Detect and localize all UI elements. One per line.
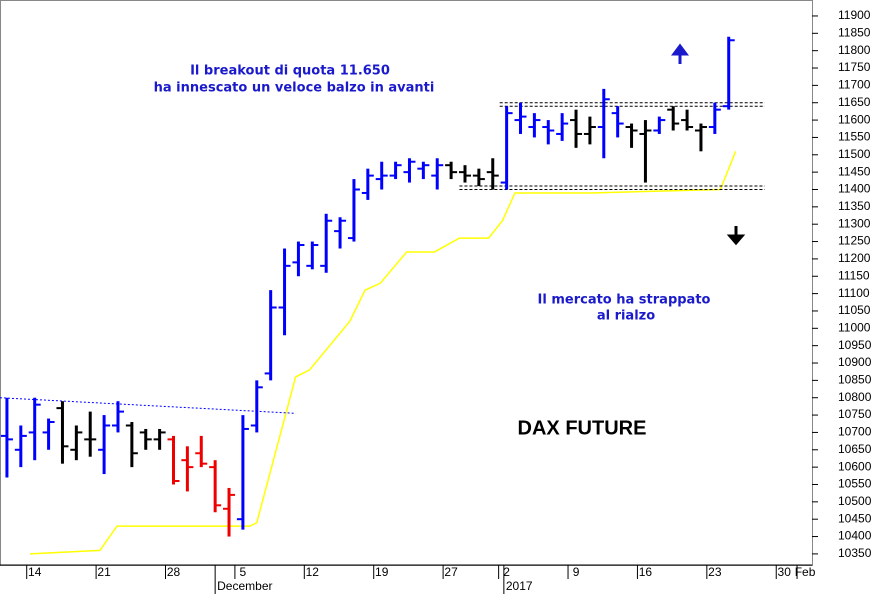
y-tick-label: 11200: [838, 251, 871, 265]
y-tick-label: 11350: [838, 199, 871, 213]
x-tick-label: 2: [503, 565, 510, 579]
x-tick-label: 27: [444, 565, 458, 579]
annotation: Il mercato ha strappato: [538, 293, 711, 308]
plot-area: [0, 0, 813, 566]
y-tick-label: 11400: [838, 182, 871, 196]
y-tick-label: 10800: [838, 390, 872, 404]
y-tick-label: 11650: [838, 95, 871, 109]
y-tick-label: 10650: [838, 442, 872, 456]
annotation: ha innescato un veloce balzo in avanti: [154, 81, 435, 96]
x-tick-label: 21: [97, 565, 111, 579]
arrow-down: [726, 226, 746, 246]
y-tick-label: 11550: [838, 130, 871, 144]
x-tick-label: 5: [240, 565, 247, 579]
x-tick-label: 9: [573, 565, 580, 579]
y-tick-label: 11150: [838, 268, 870, 282]
y-tick-label: 11750: [838, 60, 871, 74]
marks: [0, 36, 765, 555]
annotation: al rialzo: [597, 309, 655, 324]
x-tick-label: 28: [167, 565, 181, 579]
y-tick-label: 10750: [838, 407, 872, 421]
y-tick-label: 10850: [838, 373, 872, 387]
line: [0, 397, 296, 414]
y-tick-label: 10950: [838, 338, 872, 352]
y-tick-label: 11450: [838, 164, 871, 178]
x-tick-label: 19: [375, 565, 389, 579]
line: [29, 151, 737, 555]
month-label: December: [217, 579, 272, 593]
annotation: Il breakout di quota 11.650: [190, 64, 390, 79]
y-tick-label: 11850: [838, 25, 871, 39]
y-tick-label: 10550: [838, 477, 872, 491]
x-tick-label: 14: [28, 565, 42, 579]
y-tick-label: 11600: [838, 112, 871, 126]
y-tick-label: 11900: [838, 8, 871, 22]
y-tick-label: 10500: [838, 494, 872, 508]
y-tick-label: 11700: [838, 78, 871, 92]
y-tick-label: 11050: [838, 303, 871, 317]
y-tick-label: 10450: [838, 511, 872, 525]
x-tick-label: 23: [708, 565, 722, 579]
x-tick-label: 16: [639, 565, 653, 579]
x-tick-label: Feb: [795, 565, 816, 579]
y-tick-label: 10600: [838, 459, 872, 473]
x-tick-label: 30: [778, 565, 792, 579]
arrow-up: [671, 43, 689, 64]
y-tick-label: 11100: [838, 286, 870, 300]
y-tick-label: 11000: [838, 320, 871, 334]
chart-title: DAX FUTURE: [518, 417, 647, 439]
y-tick-label: 11500: [838, 147, 871, 161]
y-tick-label: 11300: [838, 216, 871, 230]
y-tick-label: 10400: [838, 529, 872, 543]
y-tick-label: 10350: [838, 546, 872, 560]
y-tick-label: 10700: [838, 425, 872, 439]
y-tick-label: 10900: [838, 355, 872, 369]
month-label: 2017: [506, 579, 533, 593]
y-tick-label: 11800: [838, 43, 871, 57]
y-tick-label: 11250: [838, 234, 871, 248]
x-tick-label: 12: [306, 565, 320, 579]
